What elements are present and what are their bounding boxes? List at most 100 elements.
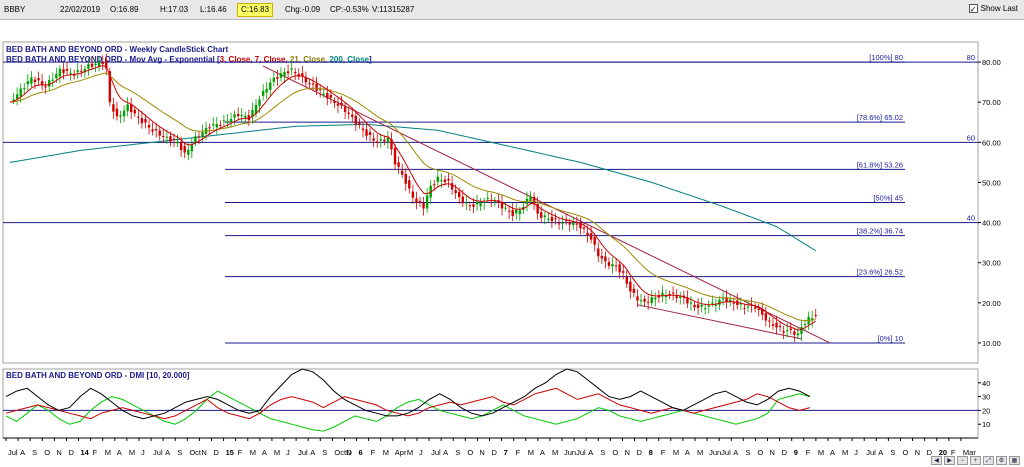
x-axis-tick-label: M	[552, 448, 558, 457]
mov-avg-legend-part: 7, Close,	[255, 55, 290, 64]
show-last-checkbox[interactable]: ✓	[968, 4, 978, 14]
candle-body	[718, 299, 721, 305]
candle-body	[258, 99, 261, 106]
mov-avg-legend-part: 200, Close	[329, 55, 369, 64]
candle-body	[251, 109, 254, 117]
candle-body	[44, 86, 47, 88]
down-trendline	[262, 65, 831, 344]
candle-body	[112, 104, 115, 112]
zoom-in-icon[interactable]: +	[970, 456, 981, 465]
x-axis-tick-label: OctN	[334, 448, 351, 457]
candle-body	[443, 179, 447, 183]
fib-level-label: [78.6%] 65.02	[857, 113, 903, 122]
x-axis-tick-label: J	[286, 448, 290, 457]
scroll-right-icon[interactable]: ▶	[944, 456, 955, 465]
x-axis-tick-label: O	[612, 448, 618, 457]
x-axis-tick-label: A	[830, 448, 835, 457]
dmi-axis-tick-label: 10	[982, 420, 990, 429]
candle-body	[269, 82, 272, 90]
fit-icon[interactable]: ⤢	[983, 456, 994, 465]
candle-body	[422, 202, 425, 209]
candle-body	[358, 122, 361, 125]
candle-body	[778, 326, 782, 328]
candle-body	[636, 296, 639, 301]
grid-icon[interactable]: ▦	[1009, 456, 1020, 465]
x-axis-tick-label: M	[697, 448, 703, 457]
candle-body	[547, 218, 550, 220]
candle-body	[372, 138, 375, 141]
candle-body	[436, 176, 440, 182]
candle-body	[172, 138, 176, 140]
candle-body	[732, 302, 735, 304]
candle-body	[383, 139, 386, 142]
candle-body	[201, 132, 204, 137]
candle-body	[793, 331, 796, 335]
dmi-axis-tick-label: 30	[982, 393, 990, 402]
candle-body	[511, 209, 514, 217]
chart-canvas[interactable]: BED BATH AND BEYOND ORD - Weekly CandleS…	[0, 20, 1024, 467]
candle-body	[433, 184, 436, 186]
candle-body	[162, 136, 165, 138]
x-axis-tick-label: A	[685, 448, 690, 457]
candle-body	[126, 104, 129, 112]
candle-body	[83, 68, 87, 73]
x-axis-tick-label: A	[117, 448, 122, 457]
ema-7-line	[9, 64, 816, 331]
candle-body	[707, 305, 710, 307]
mov-avg-legend-part: BED BATH AND BEYOND ORD - Mov Avg - Expo…	[6, 55, 220, 64]
candle-body	[390, 139, 393, 150]
low-field: L:16.46	[200, 5, 227, 14]
candle-body	[757, 309, 760, 311]
data-toolbar: BBBY 22/02/2019 O:16.89 H:17.03 L:16.46 …	[0, 0, 1024, 20]
candle-body	[540, 212, 543, 218]
candle-body	[515, 209, 518, 214]
candle-body	[97, 61, 101, 67]
candle-body	[664, 296, 668, 298]
candle-body	[26, 81, 30, 85]
y-axis-tick-label: 10.00	[982, 339, 1001, 348]
volume-field: V:11315287	[372, 5, 415, 14]
settings-icon[interactable]: ⚙	[996, 456, 1007, 465]
candle-body	[543, 215, 546, 218]
candle-body	[618, 264, 621, 273]
x-axis-tick-label: Jun	[709, 448, 721, 457]
candle-body	[507, 210, 511, 212]
candle-body	[137, 116, 140, 118]
candle-body	[693, 304, 696, 308]
candle-body	[661, 292, 664, 297]
x-axis-tick-label: M	[105, 448, 111, 457]
candle-body	[696, 304, 700, 309]
x-axis-tick-label: J	[419, 448, 423, 457]
scroll-left-icon[interactable]: ◀	[931, 456, 942, 465]
x-axis-tick-label: M	[673, 448, 679, 457]
candle-body	[154, 128, 158, 131]
candle-body	[465, 202, 468, 204]
x-axis-tick-label: O	[467, 448, 473, 457]
candle-body	[789, 328, 792, 330]
y-axis-tick-label: 60.00	[982, 138, 1001, 147]
candle-body	[308, 83, 311, 85]
candle-body	[447, 178, 450, 181]
candle-body	[69, 72, 72, 74]
candle-body	[668, 293, 671, 296]
candle-body	[229, 118, 233, 123]
y-axis-tick-label: 80.00	[982, 58, 1001, 67]
candle-body	[194, 136, 197, 143]
candle-body	[622, 271, 625, 273]
x-axis-tick-label: M	[274, 448, 280, 457]
fib-level-label: [38.2%] 36.74	[857, 227, 903, 236]
candle-body	[475, 201, 479, 205]
show-last-toggle[interactable]: ✓ Show Last	[968, 4, 1018, 14]
candle-body	[347, 112, 350, 114]
candle-body	[130, 103, 133, 113]
candle-body	[632, 288, 636, 293]
show-last-label: Show Last	[980, 4, 1018, 13]
x-axis-tick-label: J	[854, 448, 858, 457]
candle-body	[554, 218, 557, 220]
zoom-out-icon[interactable]: −	[957, 456, 968, 465]
candle-body	[775, 322, 778, 328]
candle-body	[764, 312, 768, 321]
candle-body	[504, 207, 507, 209]
candle-body	[689, 302, 693, 304]
candle-body	[671, 292, 675, 294]
